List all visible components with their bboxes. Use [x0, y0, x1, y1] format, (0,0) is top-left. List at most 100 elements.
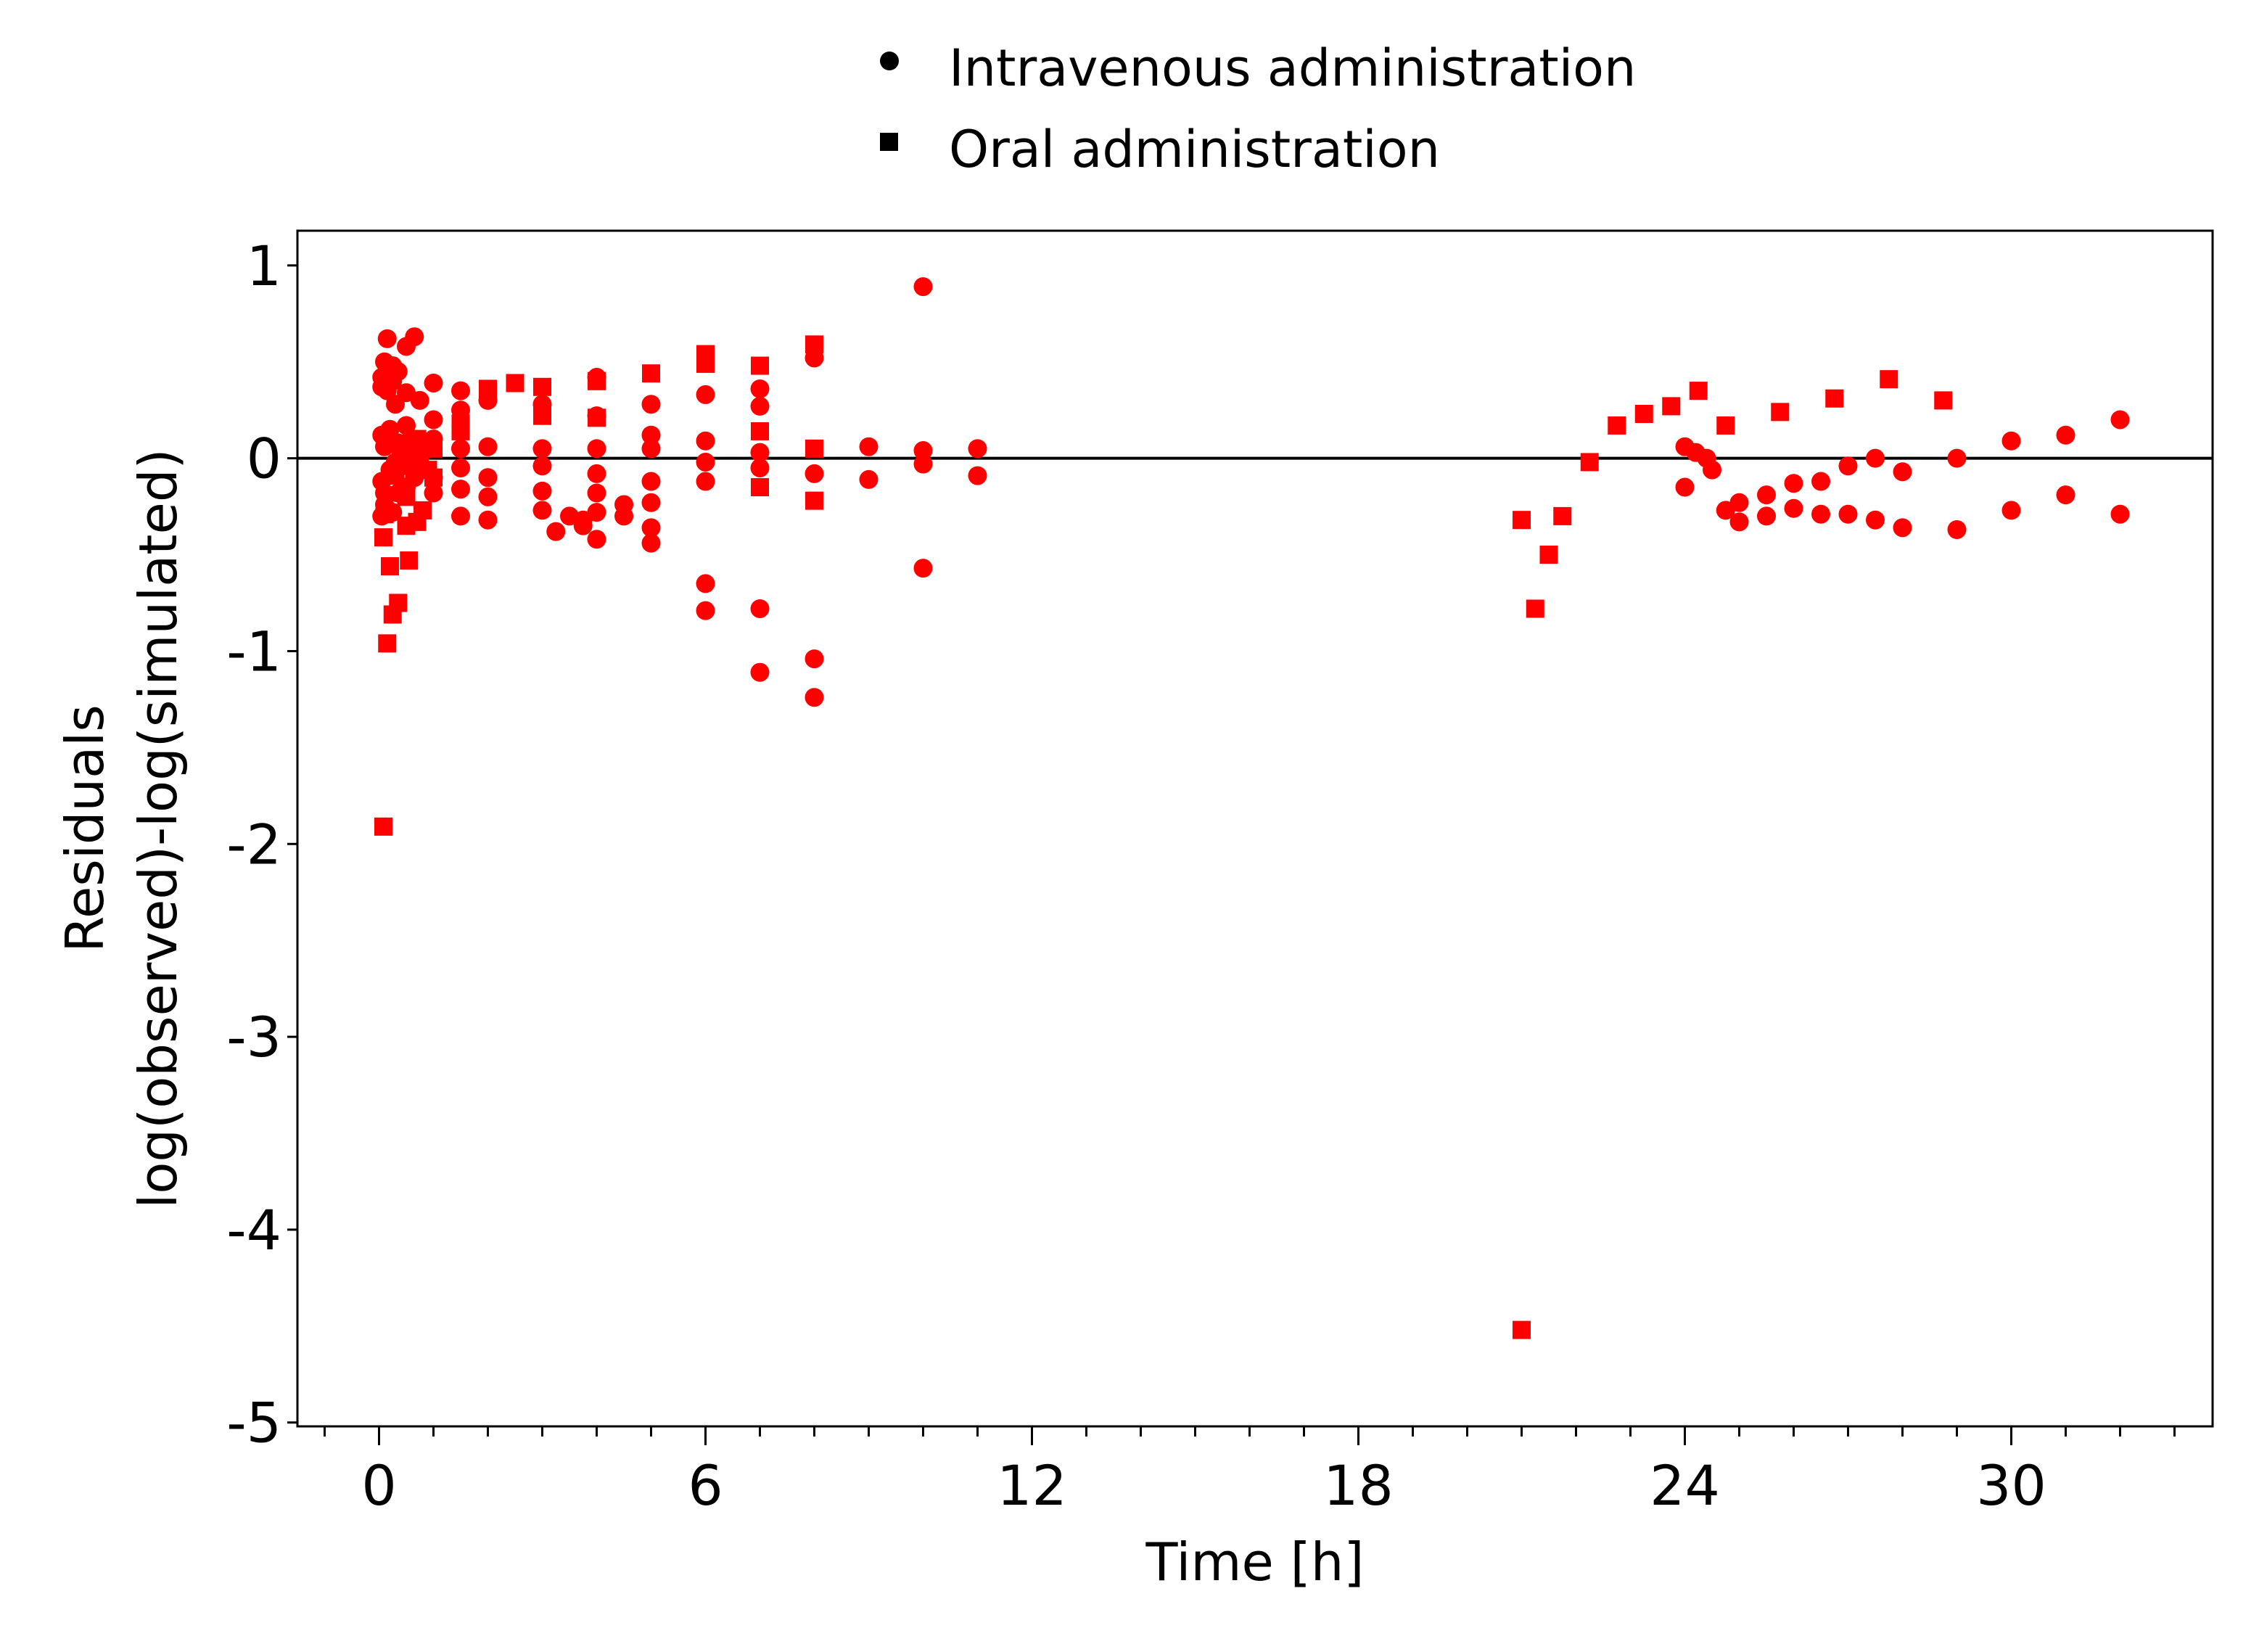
oral-data-point — [400, 551, 419, 570]
iv-data-point — [696, 452, 715, 472]
iv-data-point — [913, 277, 933, 297]
iv-data-point — [641, 439, 661, 459]
x-tick-label: 18 — [1323, 1453, 1394, 1518]
oral-data-point — [642, 364, 660, 383]
iv-data-point — [913, 441, 933, 461]
oral-data-point — [588, 371, 606, 390]
oral-data-point — [1526, 599, 1544, 618]
iv-data-point — [968, 466, 987, 485]
y-tick-label: -5 — [226, 1391, 281, 1455]
series-intravenous — [372, 277, 2130, 707]
oral-data-point — [1689, 382, 1708, 400]
iv-data-point — [478, 487, 498, 506]
oral-data-point — [1608, 416, 1626, 435]
iv-data-point — [750, 396, 770, 416]
oral-data-point — [533, 377, 551, 396]
iv-data-point — [2110, 410, 2130, 430]
oral-data-point — [374, 528, 392, 547]
iv-data-point — [696, 385, 715, 404]
iv-data-point — [2001, 501, 2021, 520]
iv-data-point — [532, 456, 552, 476]
iv-data-point — [1729, 512, 1749, 532]
iv-data-point — [750, 662, 770, 682]
iv-data-point — [478, 468, 498, 488]
iv-data-point — [968, 439, 987, 459]
iv-data-point — [696, 472, 715, 491]
iv-data-point — [2056, 485, 2075, 505]
iv-data-point — [478, 510, 498, 530]
iv-data-point — [424, 410, 443, 430]
y-tick-label: 1 — [247, 234, 281, 298]
oral-data-point — [381, 557, 399, 576]
iv-data-point — [410, 390, 429, 410]
iv-data-point — [546, 522, 566, 541]
oral-data-point — [397, 488, 416, 506]
iv-data-point — [532, 481, 552, 501]
y-tick-label: 0 — [247, 427, 281, 491]
iv-data-point — [1675, 477, 1695, 497]
legend-marker-intravenous — [880, 52, 899, 70]
iv-data-point — [1729, 493, 1749, 512]
iv-data-point — [2110, 504, 2130, 524]
iv-data-point — [380, 419, 400, 439]
y-axis: 1 0 -1 -2 -3 -4 -5 — [226, 234, 297, 1455]
iv-data-point — [451, 480, 470, 499]
series-oral — [374, 335, 1953, 1339]
iv-data-point — [1784, 474, 1803, 493]
y-tick-label: -2 — [226, 812, 281, 876]
iv-data-point — [388, 362, 408, 382]
oral-data-point — [414, 501, 432, 519]
iv-data-point — [424, 373, 443, 393]
iv-data-point — [532, 439, 552, 459]
iv-data-point — [696, 431, 715, 451]
iv-data-point — [805, 649, 824, 669]
x-tick-label: 30 — [1976, 1453, 2046, 1518]
legend-label-intravenous: Intravenous administration — [949, 38, 1636, 98]
iv-data-point — [587, 483, 606, 503]
oral-data-point — [1934, 391, 1953, 410]
iv-data-point — [641, 395, 661, 414]
iv-data-point — [532, 501, 552, 520]
oral-data-point — [533, 406, 551, 425]
iv-data-point — [614, 506, 633, 526]
legend-label-oral: Oral administration — [949, 120, 1440, 179]
iv-data-point — [587, 530, 606, 549]
data-points — [372, 277, 2130, 1339]
iv-data-point — [451, 506, 470, 526]
iv-data-point — [1838, 456, 1858, 476]
iv-data-point — [696, 574, 715, 593]
y-axis-label-formula: log(observed)-log(simulated) — [128, 448, 189, 1208]
iv-data-point — [805, 688, 824, 707]
oral-data-point — [1513, 1320, 1531, 1339]
iv-data-point — [1811, 504, 1830, 524]
legend-marker-oral — [880, 133, 898, 151]
iv-data-point — [1811, 472, 1830, 491]
iv-data-point — [451, 439, 470, 459]
oral-data-point — [1716, 416, 1735, 435]
iv-data-point — [587, 503, 606, 522]
iv-data-point — [641, 518, 661, 538]
iv-data-point — [750, 458, 770, 477]
iv-data-point — [641, 472, 661, 491]
x-tick-label: 12 — [997, 1453, 1067, 1518]
iv-data-point — [478, 437, 498, 456]
iv-data-point — [859, 437, 879, 456]
iv-data-point — [1866, 448, 1885, 468]
iv-data-point — [805, 464, 824, 483]
oral-data-point — [479, 379, 497, 398]
y-axis-label-title: Residuals — [54, 704, 115, 953]
iv-data-point — [451, 381, 470, 400]
iv-data-point — [405, 327, 424, 347]
oral-data-point — [751, 422, 769, 440]
oral-data-point — [1662, 397, 1681, 416]
plot-frame — [296, 229, 2214, 1428]
x-tick-label: 0 — [361, 1453, 396, 1518]
iv-data-point — [1947, 520, 1967, 539]
iv-data-point — [377, 329, 397, 348]
x-tick-label: 24 — [1650, 1453, 1720, 1518]
oral-data-point — [1825, 389, 1844, 408]
oral-data-point — [389, 593, 408, 612]
iv-data-point — [1947, 448, 1967, 468]
legend: Intravenous administration Oral administ… — [880, 38, 1636, 179]
